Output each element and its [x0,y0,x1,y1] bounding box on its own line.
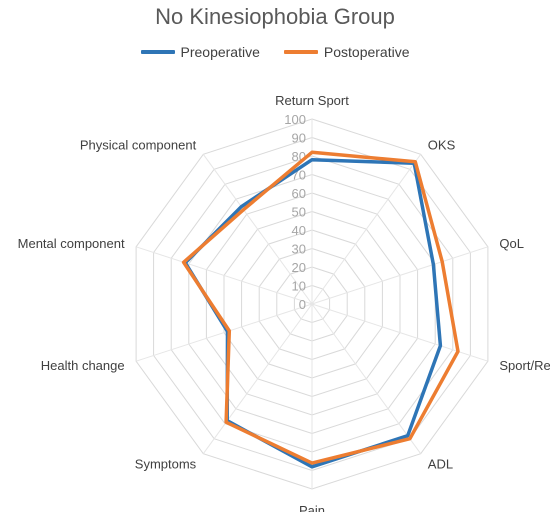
axis-label-sport-rec: Sport/Rec [499,358,550,373]
tick-label-40: 40 [292,223,306,238]
series-line-postoperative [181,150,460,465]
axis-label-pain: Pain [299,503,325,512]
legend-item-postoperative: Postoperative [283,44,410,60]
axis-label-symptoms: Symptoms [135,456,197,471]
tick-label-30: 30 [292,242,306,257]
axis-label-health-change: Health change [41,358,125,373]
axis-label-physical-component: Physical component [80,138,197,153]
spoke-1 [311,154,422,305]
tick-label-0: 0 [299,297,306,312]
tick-label-20: 20 [292,260,306,275]
spoke-2 [311,246,489,305]
tick-label-10: 10 [292,279,306,294]
axis-label-qol: QoL [499,236,524,251]
spoke-4 [311,303,422,454]
axis-label-oks: OKS [428,138,456,153]
spoke-8 [135,246,313,305]
chart-title: No Kinesiophobia Group [155,4,395,29]
legend-item-preoperative: Preoperative [140,44,260,60]
spoke-6 [202,303,313,454]
spoke-9 [202,154,313,305]
tick-label-60: 60 [292,186,306,201]
axis-label-mental-component: Mental component [18,236,125,251]
tick-label-50: 50 [292,205,306,220]
legend-label-preoperative: Preoperative [180,44,260,60]
axis-label-return-sport: Return Sport [275,93,349,108]
tick-label-100: 100 [284,112,306,127]
axis-label-adl: ADL [428,456,453,471]
spoke-7 [135,303,313,362]
tick-label-90: 90 [292,131,306,146]
legend-swatch-postoperative [283,50,318,54]
legend-swatch-preoperative [140,50,175,54]
legend-label-postoperative: Postoperative [323,44,410,60]
legend: Preoperative Postoperative [0,44,550,60]
